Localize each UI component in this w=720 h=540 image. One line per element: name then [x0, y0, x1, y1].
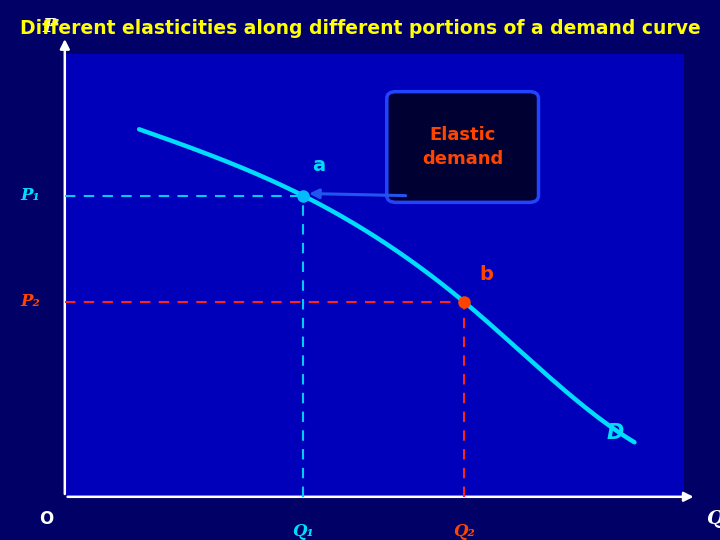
FancyBboxPatch shape: [387, 92, 539, 202]
Text: Different elasticities along different portions of a demand curve: Different elasticities along different p…: [19, 19, 701, 38]
Text: Q: Q: [706, 510, 720, 528]
Text: P: P: [42, 18, 57, 36]
Text: O: O: [39, 510, 53, 528]
Text: Q₁: Q₁: [292, 523, 314, 540]
Text: a: a: [312, 157, 325, 176]
Text: Elastic
demand: Elastic demand: [422, 126, 503, 168]
Text: D: D: [606, 423, 624, 443]
Text: b: b: [480, 265, 493, 284]
Text: Q₂: Q₂: [454, 523, 475, 540]
Text: P₁: P₁: [20, 187, 40, 204]
Text: P₂: P₂: [20, 293, 40, 310]
